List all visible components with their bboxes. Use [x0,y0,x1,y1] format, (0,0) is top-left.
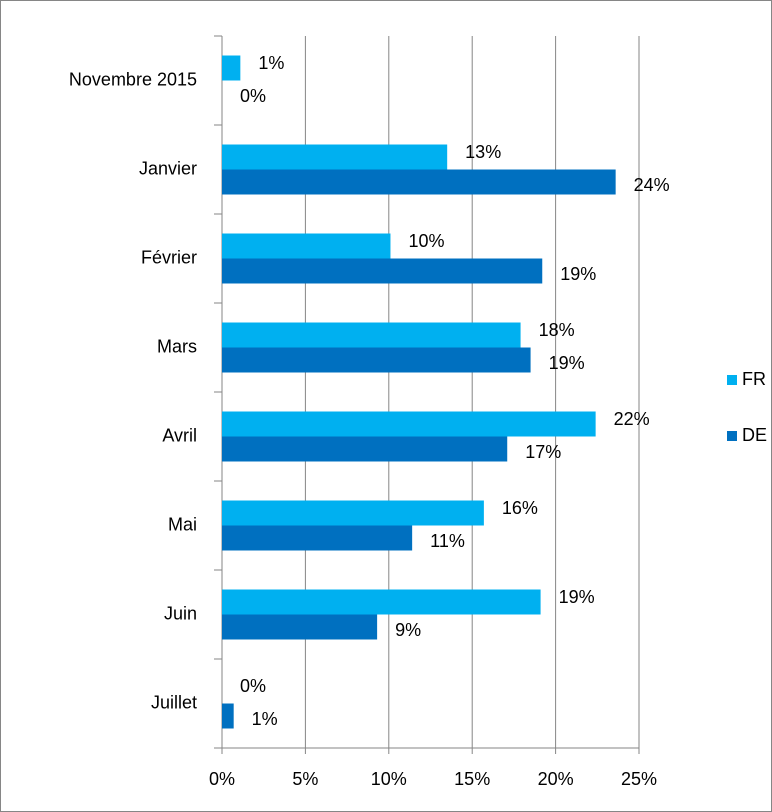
x-tick-label: 15% [454,769,490,789]
y-tick-label: Avril [162,425,197,445]
x-tick-label: 25% [621,769,657,789]
y-tick-label: Juillet [151,692,197,712]
y-tick-label: Février [141,247,197,267]
bar [222,525,413,551]
bar [222,436,508,462]
data-label: 16% [502,498,538,518]
y-tick-label: Janvier [139,158,197,178]
data-label: 0% [240,86,266,106]
data-label: 0% [240,676,266,696]
data-label: 19% [549,353,585,373]
data-label: 24% [634,175,670,195]
y-tick-label: Mars [157,336,197,356]
data-label: 18% [539,320,575,340]
x-tick-label: 20% [538,769,574,789]
legend-label: DE [742,425,767,445]
data-label: 19% [559,587,595,607]
bar [222,55,241,81]
y-tick-label: Juin [164,603,197,623]
legend-swatch [727,431,737,441]
data-label: 9% [395,620,421,640]
bar [222,614,378,640]
bar [222,589,541,615]
data-label: 1% [252,709,278,729]
bar [222,144,448,170]
bar [222,347,531,373]
y-tick-label: Mai [168,514,197,534]
legend-label: FR [742,369,766,389]
bar [222,411,596,437]
x-tick-label: 0% [209,769,235,789]
data-label: 10% [408,231,444,251]
legend-swatch [727,375,737,385]
x-tick-label: 5% [292,769,318,789]
bar [222,322,521,348]
data-label: 19% [560,264,596,284]
data-label: 17% [525,442,561,462]
bar [222,703,234,729]
bar [222,169,616,195]
y-tick-label: Novembre 2015 [69,69,197,89]
bar [222,233,391,259]
x-tick-label: 10% [371,769,407,789]
data-label: 11% [430,531,465,551]
bar [222,500,484,526]
data-label: 22% [614,409,650,429]
data-label: 1% [258,53,284,73]
data-label: 13% [465,142,501,162]
bar [222,258,543,284]
